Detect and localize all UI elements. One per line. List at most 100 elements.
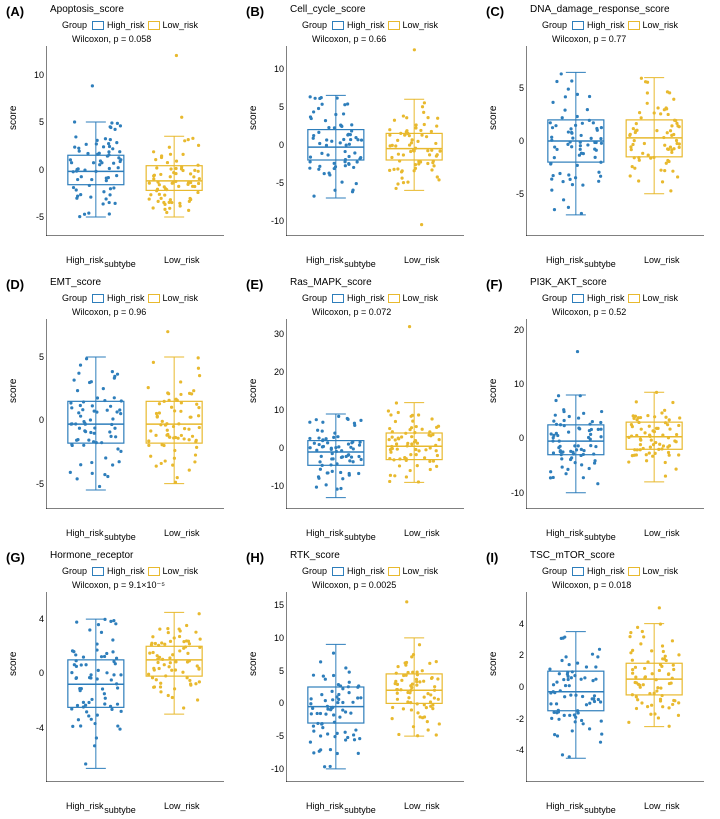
legend-box-high bbox=[332, 21, 344, 30]
x-axis-label: subtybe bbox=[240, 259, 480, 269]
panel-letter: (A) bbox=[6, 4, 24, 19]
legend-box-high bbox=[332, 567, 344, 576]
x-axis-label: subtybe bbox=[480, 805, 720, 815]
y-axis-label: score bbox=[8, 379, 19, 403]
legend: Group High_risk Low_risk bbox=[62, 20, 198, 30]
plot-svg bbox=[286, 46, 464, 236]
plot-svg bbox=[46, 46, 224, 236]
plot-svg bbox=[286, 592, 464, 782]
y-ticks: -1001020 bbox=[504, 319, 524, 509]
panel-title: TSC_mTOR_score bbox=[530, 550, 615, 561]
panel-title: Ras_MAPK_score bbox=[290, 277, 372, 288]
y-tick-label: -4 bbox=[504, 745, 524, 755]
plot-svg bbox=[46, 319, 224, 509]
y-axis-label: score bbox=[8, 106, 19, 130]
y-tick-label: 0 bbox=[264, 698, 284, 708]
y-tick-label: 10 bbox=[504, 379, 524, 389]
legend-text-high: High_risk bbox=[347, 293, 385, 303]
plot-svg bbox=[46, 592, 224, 782]
legend-label: Group bbox=[62, 20, 87, 30]
legend-text-high: High_risk bbox=[107, 20, 145, 30]
panel-letter: (I) bbox=[486, 550, 498, 565]
panel-title: DNA_damage_response_score bbox=[530, 4, 670, 15]
y-tick-label: 30 bbox=[264, 329, 284, 339]
y-tick-label: 0 bbox=[504, 682, 524, 692]
x-axis-label: subtybe bbox=[480, 532, 720, 542]
wilcoxon-text: Wilcoxon, p = 0.52 bbox=[552, 307, 626, 317]
legend-text-high: High_risk bbox=[107, 566, 145, 576]
y-ticks: -100102030 bbox=[264, 319, 284, 509]
y-tick-label: -10 bbox=[504, 488, 524, 498]
legend-text-low: Low_risk bbox=[643, 20, 679, 30]
legend-box-low bbox=[148, 21, 160, 30]
legend-box-low bbox=[148, 567, 160, 576]
y-tick-label: 5 bbox=[264, 666, 284, 676]
y-tick-label: 2 bbox=[504, 650, 524, 660]
legend-box-high bbox=[572, 21, 584, 30]
y-tick-label: 4 bbox=[24, 614, 44, 624]
legend-label: Group bbox=[542, 566, 567, 576]
legend-label: Group bbox=[542, 293, 567, 303]
legend-text-high: High_risk bbox=[107, 293, 145, 303]
panel-title: PI3K_AKT_score bbox=[530, 277, 607, 288]
legend-label: Group bbox=[542, 20, 567, 30]
y-axis-label: score bbox=[488, 379, 499, 403]
legend-text-low: Low_risk bbox=[643, 566, 679, 576]
y-tick-label: 20 bbox=[264, 367, 284, 377]
wilcoxon-text: Wilcoxon, p = 0.77 bbox=[552, 34, 626, 44]
y-tick-label: -10 bbox=[264, 481, 284, 491]
panel-letter: (G) bbox=[6, 550, 25, 565]
legend-box-high bbox=[92, 21, 104, 30]
panel-B: (B)Cell_cycle_scoreGroupHigh_riskLow_ris… bbox=[240, 0, 480, 273]
legend-text-high: High_risk bbox=[587, 20, 625, 30]
wilcoxon-text: Wilcoxon, p = 0.66 bbox=[312, 34, 386, 44]
panel-C: (C)DNA_damage_response_scoreGroupHigh_ri… bbox=[480, 0, 720, 273]
y-ticks: -10-5051015 bbox=[264, 592, 284, 782]
legend-box-low bbox=[148, 294, 160, 303]
x-axis-label: subtybe bbox=[0, 532, 240, 542]
legend-box-low bbox=[388, 567, 400, 576]
legend: GroupHigh_riskLow_risk bbox=[62, 293, 198, 303]
legend-text-high: High_risk bbox=[587, 293, 625, 303]
legend-label: Group bbox=[62, 566, 87, 576]
y-axis-label: score bbox=[488, 652, 499, 676]
y-tick-label: 0 bbox=[264, 140, 284, 150]
wilcoxon-text: Wilcoxon, p = 9.1×10⁻⁵ bbox=[72, 580, 165, 591]
y-tick-label: -5 bbox=[264, 178, 284, 188]
panel-G: (G)Hormone_receptorGroupHigh_riskLow_ris… bbox=[0, 546, 240, 819]
legend-text-high: High_risk bbox=[347, 20, 385, 30]
wilcoxon-text: Wilcoxon, p = 0.0025 bbox=[312, 580, 396, 590]
legend-text-low: Low_risk bbox=[403, 293, 439, 303]
panel-letter: (E) bbox=[246, 277, 263, 292]
panel-F: (F)PI3K_AKT_scoreGroupHigh_riskLow_riskW… bbox=[480, 273, 720, 546]
legend-box-low bbox=[628, 294, 640, 303]
legend-label: Group bbox=[302, 566, 327, 576]
legend-box-low bbox=[388, 294, 400, 303]
legend-text-low: Low_risk bbox=[643, 293, 679, 303]
y-tick-label: -5 bbox=[264, 731, 284, 741]
panel-title: Apoptosis_score bbox=[50, 4, 124, 15]
y-tick-label: 5 bbox=[264, 102, 284, 112]
y-ticks: -404 bbox=[24, 592, 44, 782]
panel-letter: (D) bbox=[6, 277, 24, 292]
y-tick-label: -2 bbox=[504, 714, 524, 724]
panel-title: Cell_cycle_score bbox=[290, 4, 366, 15]
y-tick-label: 5 bbox=[24, 352, 44, 362]
y-tick-label: 0 bbox=[24, 668, 44, 678]
legend: GroupHigh_riskLow_risk bbox=[302, 566, 438, 576]
y-axis-label: score bbox=[248, 106, 259, 130]
wilcoxon-text: Wilcoxon, p = 0.058 bbox=[72, 34, 151, 44]
y-tick-label: -10 bbox=[264, 764, 284, 774]
y-tick-label: 0 bbox=[24, 165, 44, 175]
legend-box-high bbox=[92, 567, 104, 576]
legend-label: Group bbox=[302, 293, 327, 303]
legend-text-low: Low_risk bbox=[163, 20, 199, 30]
y-tick-label: -5 bbox=[24, 479, 44, 489]
y-tick-label: 0 bbox=[504, 433, 524, 443]
y-tick-label: 4 bbox=[504, 619, 524, 629]
y-ticks: -505 bbox=[24, 319, 44, 509]
y-ticks: -505 bbox=[504, 46, 524, 236]
legend: Group High_risk Low_risk bbox=[542, 293, 678, 303]
y-ticks: -50510 bbox=[24, 46, 44, 236]
y-ticks: -4 -2 0 2 4 bbox=[504, 592, 524, 782]
